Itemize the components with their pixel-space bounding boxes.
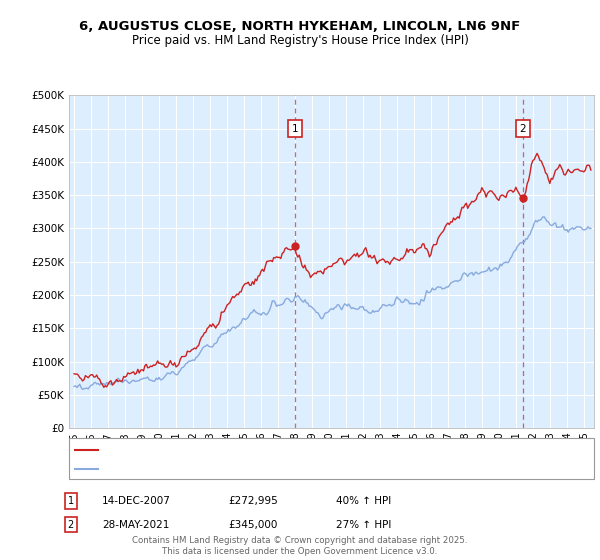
Text: 6, AUGUSTUS CLOSE, NORTH HYKEHAM, LINCOLN, LN6 9NF: 6, AUGUSTUS CLOSE, NORTH HYKEHAM, LINCOL…: [79, 20, 521, 32]
Text: £272,995: £272,995: [228, 496, 278, 506]
Text: £345,000: £345,000: [228, 520, 277, 530]
Text: 28-MAY-2021: 28-MAY-2021: [102, 520, 169, 530]
Text: Price paid vs. HM Land Registry's House Price Index (HPI): Price paid vs. HM Land Registry's House …: [131, 34, 469, 46]
Text: 27% ↑ HPI: 27% ↑ HPI: [336, 520, 391, 530]
Text: Contains HM Land Registry data © Crown copyright and database right 2025.
This d: Contains HM Land Registry data © Crown c…: [132, 536, 468, 556]
Text: 2: 2: [520, 124, 526, 133]
Text: HPI: Average price, detached house, North Kesteven: HPI: Average price, detached house, Nort…: [102, 464, 363, 474]
Text: 1: 1: [68, 496, 74, 506]
Text: 40% ↑ HPI: 40% ↑ HPI: [336, 496, 391, 506]
Text: 2: 2: [68, 520, 74, 530]
Text: 6, AUGUSTUS CLOSE, NORTH HYKEHAM, LINCOLN, LN6 9NF (detached house): 6, AUGUSTUS CLOSE, NORTH HYKEHAM, LINCOL…: [102, 445, 488, 455]
Text: 1: 1: [292, 124, 298, 133]
Text: 14-DEC-2007: 14-DEC-2007: [102, 496, 171, 506]
